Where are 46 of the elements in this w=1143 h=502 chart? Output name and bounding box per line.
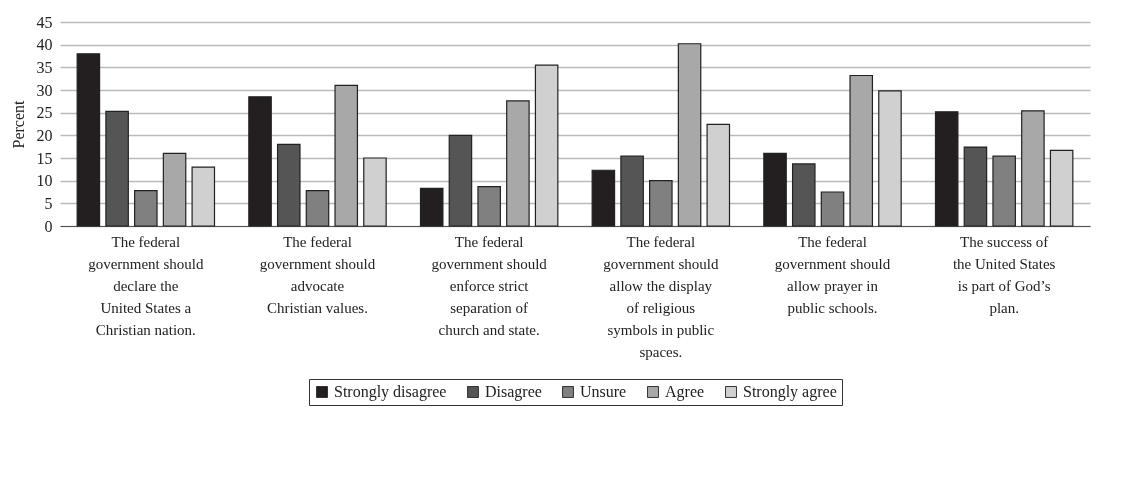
y-tick-label: 5 xyxy=(44,194,53,212)
legend-label: Disagree xyxy=(485,383,542,401)
bar xyxy=(934,111,959,227)
x-tick-label: The federal government should advocate Christian values. xyxy=(259,233,376,316)
bar xyxy=(1021,110,1045,227)
y-tick-label: 35 xyxy=(36,58,53,76)
bar xyxy=(76,53,101,227)
y-tick-label: 30 xyxy=(36,81,53,99)
bar xyxy=(878,90,902,227)
x-tick-label: The success of the United States is part of God’s plan. xyxy=(952,233,1056,316)
bar xyxy=(849,74,874,227)
y-tick-label: 20 xyxy=(36,126,53,144)
bar xyxy=(191,166,216,227)
bar xyxy=(162,152,187,227)
bar xyxy=(763,152,787,227)
legend-label: Strongly disagree xyxy=(334,383,447,401)
bar xyxy=(477,185,501,227)
y-tick-label: 40 xyxy=(36,36,53,54)
bar xyxy=(1049,149,1074,227)
y-tick-label: 15 xyxy=(36,149,53,167)
y-tick-label: 25 xyxy=(36,104,53,122)
legend-label: Strongly agree xyxy=(743,383,837,401)
bar xyxy=(419,187,444,227)
bar xyxy=(591,169,616,227)
bar xyxy=(677,43,702,227)
bar xyxy=(248,96,272,227)
bar xyxy=(363,157,387,227)
bar xyxy=(305,190,330,227)
x-tick-label: The federal government should allow the display of religious symbols in public spaces. xyxy=(603,233,720,360)
bar xyxy=(649,180,673,227)
x-tick-label: The federal government should enforce strict separation of church and state. xyxy=(431,233,548,338)
bar xyxy=(820,191,845,227)
bar xyxy=(534,64,559,227)
bar xyxy=(334,84,359,227)
bar xyxy=(706,123,731,227)
y-tick-label: 10 xyxy=(36,172,53,190)
y-tick-label: 45 xyxy=(36,13,53,31)
legend-label: Agree xyxy=(665,383,705,401)
bar xyxy=(506,100,530,227)
bar xyxy=(992,155,1016,227)
y-tick-label: 0 xyxy=(44,217,53,235)
y-axis-title: Percent xyxy=(9,99,27,149)
bar xyxy=(134,190,158,227)
x-tick-label: The federal government should declare the United States a Christian nation. xyxy=(88,233,205,338)
legend-label: Unsure xyxy=(580,383,627,400)
x-tick-label: The federal government should allow prayer in public schools. xyxy=(774,233,891,316)
